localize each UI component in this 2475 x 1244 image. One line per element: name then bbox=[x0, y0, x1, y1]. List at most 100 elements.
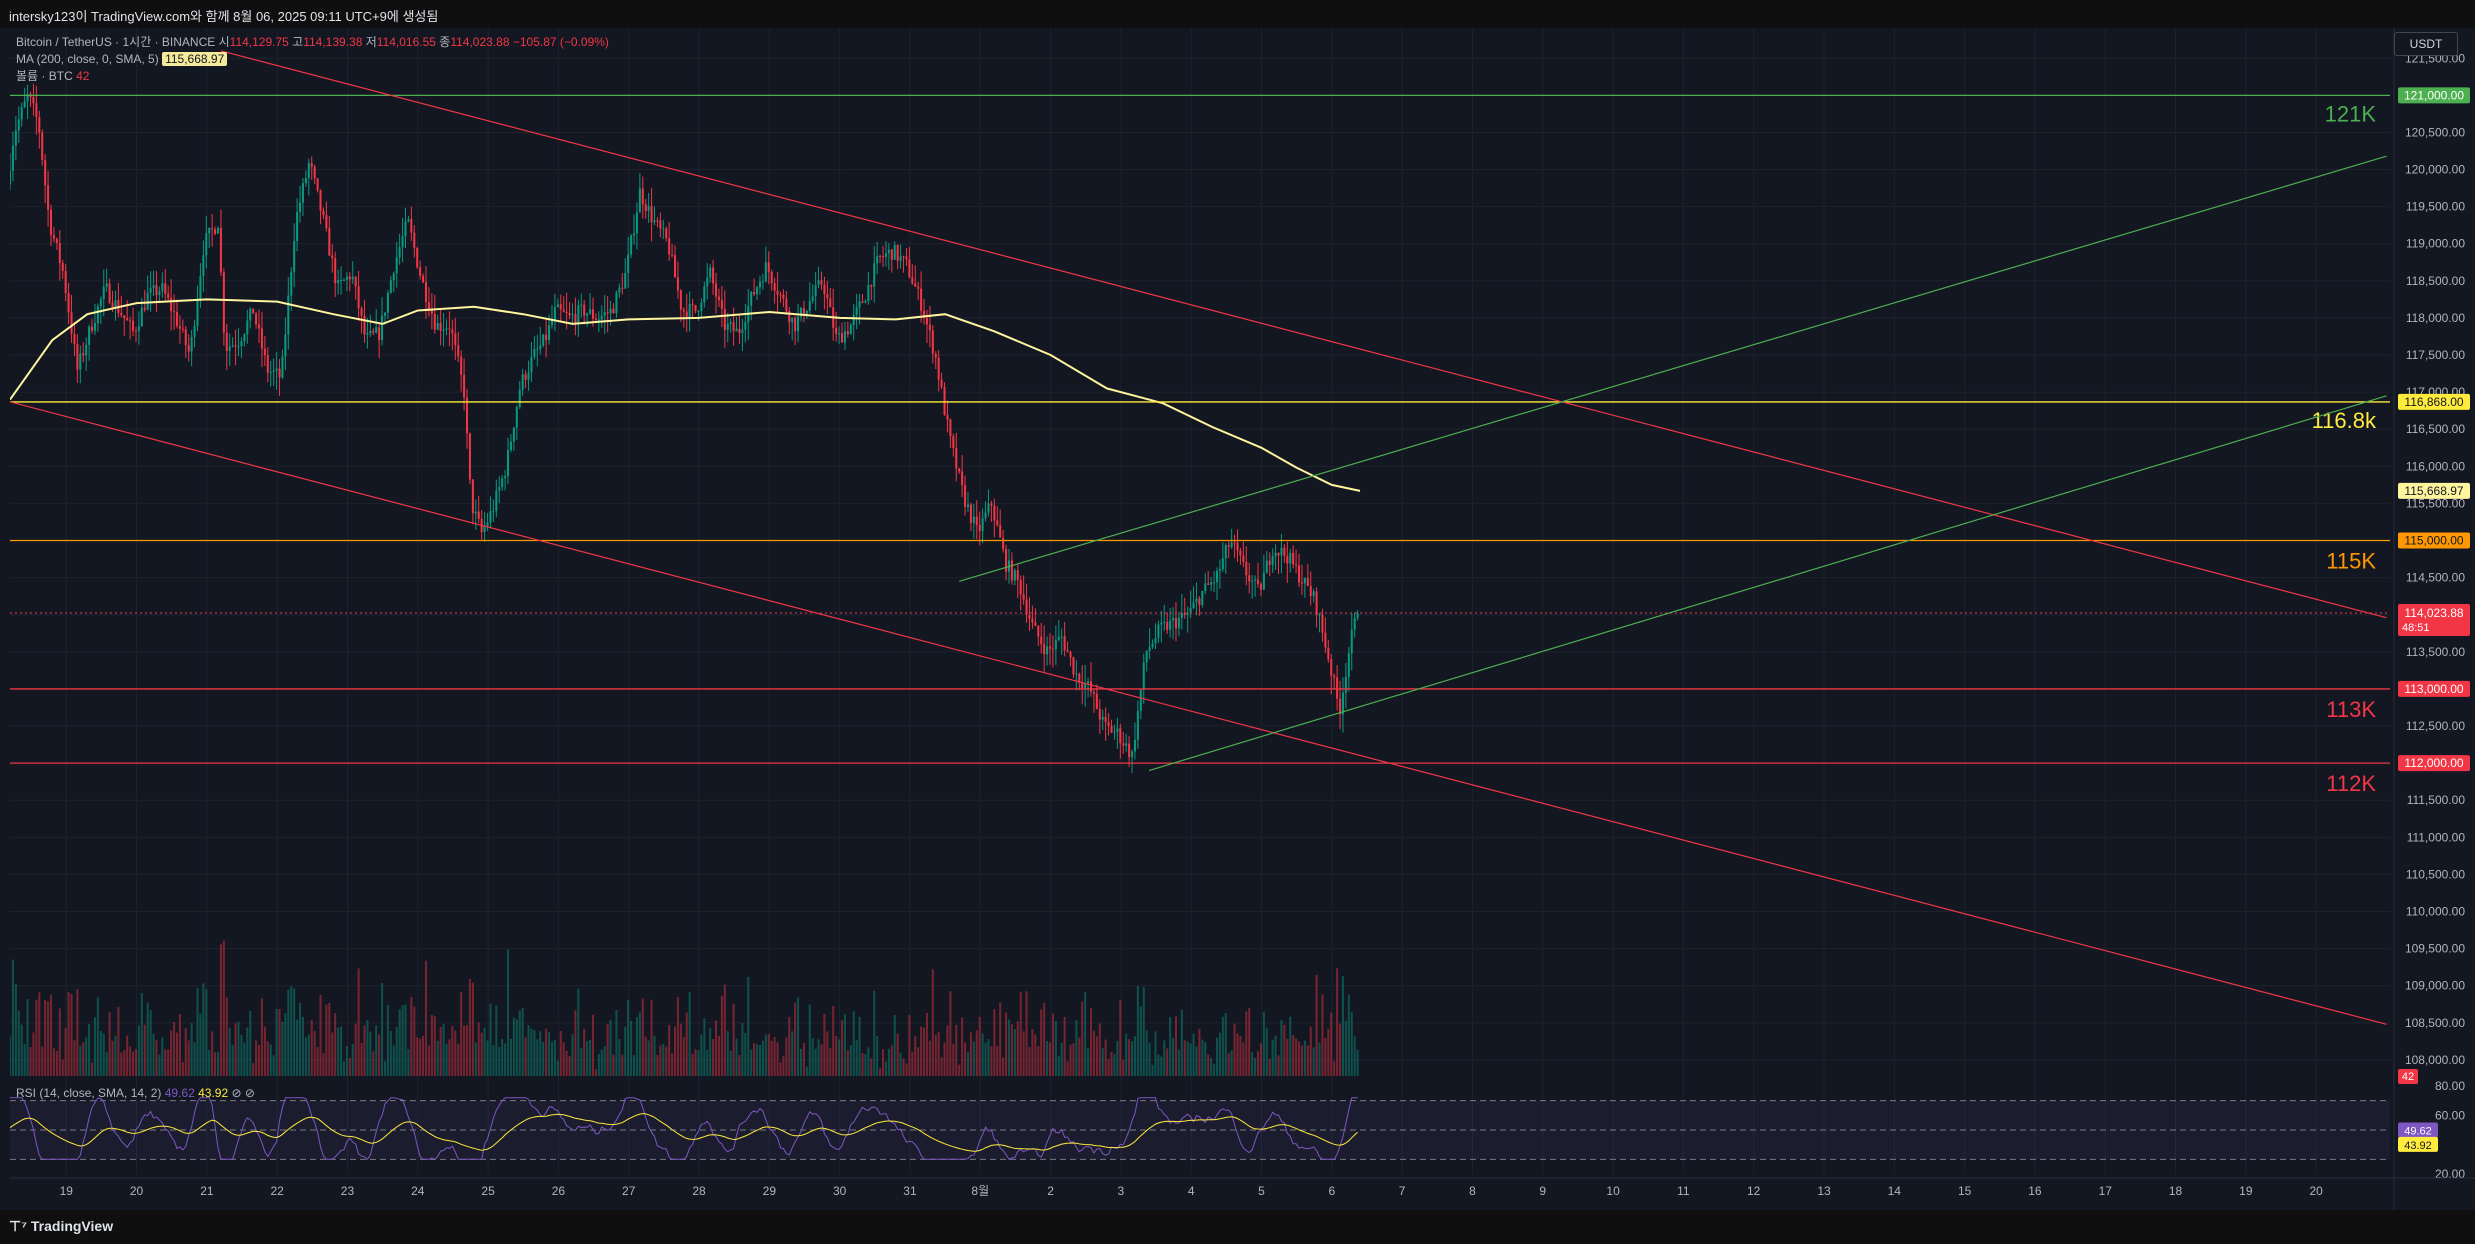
symbol-name[interactable]: Bitcoin / TetherUS · 1시간 · BINANCE bbox=[16, 35, 216, 49]
candle-body bbox=[524, 374, 527, 380]
volume-bar bbox=[93, 1017, 96, 1076]
candle-body bbox=[703, 286, 706, 303]
rsi-indicator-label[interactable]: RSI (14, close, SMA, 14, 2) bbox=[16, 1086, 162, 1100]
volume-bar bbox=[887, 1048, 890, 1076]
volume-bar bbox=[1104, 1039, 1107, 1076]
candle-body bbox=[843, 331, 846, 343]
candle-body bbox=[852, 314, 855, 325]
candle-body bbox=[460, 356, 463, 375]
candle-body bbox=[44, 159, 47, 186]
candle-body bbox=[574, 314, 577, 323]
volume-bar bbox=[893, 1015, 896, 1076]
candle-body bbox=[890, 249, 893, 260]
candle-body bbox=[811, 296, 814, 302]
candle-body bbox=[808, 301, 811, 311]
volume-bar bbox=[1069, 1044, 1072, 1076]
chart-area[interactable]: 121K116.8k115K113K112K121,500.00121,000.… bbox=[8, 28, 2475, 1218]
tradingview-logo[interactable]: ⊤⁷ TradingView bbox=[9, 1218, 114, 1234]
volume-bar bbox=[132, 1051, 135, 1076]
level-price-tag-text: 112,000.00 bbox=[2404, 756, 2463, 770]
candle-body bbox=[1092, 691, 1095, 694]
volume-bar bbox=[990, 1046, 993, 1076]
volume-bar bbox=[386, 1004, 389, 1076]
volume-bar bbox=[832, 1006, 835, 1076]
currency-selector[interactable]: USDT bbox=[2394, 32, 2458, 56]
candle-body bbox=[290, 271, 293, 296]
candle-body bbox=[483, 526, 486, 533]
candle-body bbox=[509, 441, 512, 451]
volume-bar bbox=[509, 1038, 512, 1076]
volume-bar bbox=[1060, 1042, 1063, 1076]
candle-body bbox=[1139, 689, 1142, 711]
candle-body bbox=[788, 311, 791, 323]
volume-bar bbox=[49, 994, 53, 1076]
candle-body bbox=[1295, 564, 1298, 566]
candle-body bbox=[1251, 580, 1254, 582]
countdown-tag-text: 48:51 bbox=[2402, 622, 2430, 634]
time-tick-label: 2 bbox=[1047, 1184, 1054, 1198]
volume-bar bbox=[457, 1043, 460, 1076]
level-price-tag-text: 121,000.00 bbox=[2404, 88, 2464, 102]
volume-bar bbox=[1005, 1012, 1008, 1076]
candle-body bbox=[79, 353, 82, 370]
volume-indicator-label[interactable]: 볼륨 · BTC bbox=[16, 69, 73, 83]
volume-bar bbox=[624, 1026, 627, 1076]
rsi-visibility-icons[interactable]: ⊘ ⊘ bbox=[231, 1086, 255, 1100]
volume-bar bbox=[1046, 1041, 1049, 1076]
volume-bar bbox=[1336, 968, 1339, 1076]
volume-bar bbox=[424, 960, 428, 1076]
candle-body bbox=[785, 298, 788, 312]
volume-bar bbox=[1139, 1006, 1142, 1076]
ma-indicator-label[interactable]: MA (200, close, 0, SMA, 5) bbox=[16, 52, 159, 66]
volume-bar bbox=[41, 1046, 44, 1076]
chart-svg[interactable]: 121K116.8k115K113K112K121,500.00121,000.… bbox=[8, 28, 2475, 1218]
volume-bar bbox=[1116, 1040, 1119, 1076]
candle-body bbox=[940, 379, 943, 387]
volume-bar bbox=[747, 977, 750, 1076]
volume-bar bbox=[559, 1030, 562, 1076]
volume-bar bbox=[527, 1025, 530, 1076]
candle-body bbox=[1101, 716, 1104, 720]
time-tick-label: 20 bbox=[130, 1184, 144, 1198]
candle-body bbox=[732, 322, 735, 332]
volume-bar bbox=[1321, 994, 1324, 1076]
volume-bar bbox=[802, 1043, 805, 1076]
volume-bar bbox=[1300, 1045, 1303, 1076]
candle-body bbox=[1324, 632, 1327, 648]
volume-bar bbox=[228, 1027, 231, 1076]
volume-bar bbox=[269, 1044, 272, 1076]
rsi-pane bbox=[9, 1097, 2390, 1161]
candle-body bbox=[416, 247, 419, 268]
price-tick-label: 110,500.00 bbox=[2406, 867, 2465, 881]
candle-body bbox=[1221, 558, 1224, 570]
candle-body bbox=[296, 211, 299, 241]
candle-body bbox=[1236, 542, 1239, 551]
candle-body bbox=[70, 312, 73, 335]
candle-body bbox=[348, 276, 351, 280]
volume-bar bbox=[64, 1027, 67, 1076]
volume-bar bbox=[697, 1050, 700, 1076]
volume-bar bbox=[923, 1027, 926, 1076]
header-caption-bar: intersky123이 TradingView.com와 함께 8월 06, … bbox=[0, 0, 2475, 28]
volume-bar bbox=[389, 1031, 392, 1076]
volume-bar bbox=[764, 1034, 767, 1076]
volume-bar bbox=[161, 1037, 164, 1076]
candle-body bbox=[1344, 676, 1347, 693]
volume-bar bbox=[799, 1048, 803, 1076]
volume-bar bbox=[1297, 1041, 1301, 1076]
candle-body bbox=[448, 328, 451, 330]
volume-bar bbox=[1259, 1043, 1262, 1076]
volume-bar bbox=[178, 1014, 181, 1076]
rsi-ma-tag-text: 43.92 bbox=[2404, 1140, 2432, 1152]
candle-body bbox=[548, 325, 551, 341]
volume-bar bbox=[1315, 974, 1318, 1076]
volume-bar bbox=[504, 1043, 507, 1076]
volume-bar bbox=[129, 1046, 132, 1076]
candle-body bbox=[1256, 579, 1260, 585]
volume-bar bbox=[114, 1035, 117, 1076]
volume-bar bbox=[1022, 1031, 1025, 1076]
candle-body bbox=[430, 310, 433, 314]
rsi-value-tag-text: 49.62 bbox=[2404, 1126, 2432, 1138]
candle-body bbox=[697, 311, 700, 313]
ma-indicator-value: 115,668.97 bbox=[162, 52, 228, 66]
